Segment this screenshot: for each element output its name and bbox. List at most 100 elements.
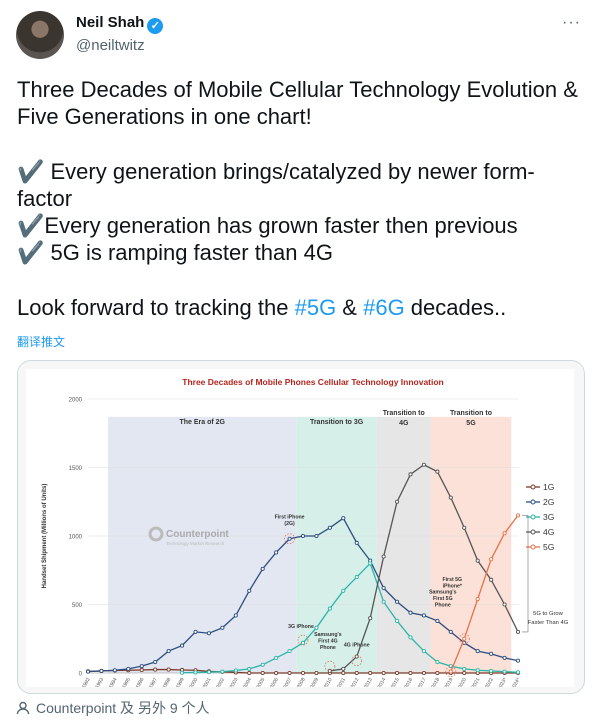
avatar[interactable] <box>16 11 64 59</box>
annotation-label: 4G iPhone <box>344 643 370 649</box>
x-tick-label: 2019 <box>444 677 455 687</box>
x-tick-label: 2010 <box>323 677 334 687</box>
data-point <box>314 533 319 539</box>
legend-marker <box>530 484 536 490</box>
x-tick-label: 1997 <box>148 677 159 687</box>
era-band-2 <box>296 416 377 673</box>
data-point <box>247 670 252 676</box>
user-handle[interactable]: @neiltwitz <box>76 37 145 54</box>
data-point <box>489 651 494 656</box>
data-point <box>368 616 373 621</box>
era-label: Transition to <box>450 410 492 417</box>
x-tick-label: 2012 <box>350 677 361 687</box>
y-tick-label: 500 <box>72 603 83 609</box>
data-point <box>260 670 265 676</box>
data-point <box>354 670 359 676</box>
data-point <box>515 658 521 663</box>
era-label: 5G <box>466 420 476 427</box>
data-point <box>462 525 467 530</box>
hashtag-5g[interactable]: #5G <box>294 295 337 320</box>
data-point <box>408 670 413 676</box>
x-tick-label: 2014 <box>377 677 388 687</box>
annotation-label: First iPhone <box>275 515 305 521</box>
y-tick-label: 2000 <box>69 398 83 404</box>
tweet-image-card[interactable]: Three Decades of Mobile Phones Cellular … <box>17 360 585 694</box>
data-point <box>475 668 480 673</box>
annotation-label: Faster Than 4G <box>528 620 569 626</box>
annotation-label: First 5G <box>433 596 453 602</box>
annotation-label: (2G) <box>284 521 295 527</box>
x-tick-label: 2018 <box>430 677 441 687</box>
tweet-line: ✔️ 5G is ramping faster than 4G <box>17 240 333 265</box>
data-point <box>502 602 507 607</box>
data-point <box>247 588 252 593</box>
data-point <box>475 649 480 654</box>
era-label: Transition to <box>383 410 425 417</box>
data-point <box>126 666 131 671</box>
era-label: 4G <box>399 420 409 427</box>
data-point <box>341 516 346 521</box>
liked-by-text[interactable]: Counterpoint 及 另外 9 个人 <box>36 700 210 716</box>
legend-marker <box>530 499 536 505</box>
data-point <box>421 670 426 676</box>
annotation-label: Phone <box>435 603 451 609</box>
bracket-line <box>522 515 529 633</box>
data-point <box>112 668 117 673</box>
tweet-line: Look forward to tracking the #5G & #6G d… <box>17 294 587 321</box>
data-point <box>139 667 144 673</box>
tweet-text-segment: & <box>336 295 364 320</box>
annotation-label: Phone <box>320 645 336 651</box>
data-point <box>274 655 279 660</box>
tweet-line: ✔️ Every generation brings/catalyzed by … <box>17 159 535 211</box>
hashtag-6g[interactable]: #6G <box>363 295 405 320</box>
data-point <box>193 629 198 634</box>
data-point <box>139 664 144 669</box>
data-point <box>85 669 91 674</box>
data-point <box>327 606 332 611</box>
display-name[interactable]: Neil Shah ✓ <box>76 14 164 34</box>
data-point <box>368 561 373 566</box>
data-point <box>260 566 265 571</box>
display-name-text[interactable]: Neil Shah <box>76 14 145 31</box>
data-point <box>260 662 265 667</box>
data-point <box>314 625 319 630</box>
shipment-chart: Three Decades of Mobile Phones Cellular … <box>42 377 569 687</box>
legend-label: 1G <box>543 482 554 492</box>
data-point <box>180 643 185 648</box>
y-tick-label: 0 <box>79 672 83 678</box>
series-line-3g <box>182 562 519 674</box>
x-tick-label: 1995 <box>121 677 132 687</box>
x-tick-label: 1993 <box>94 677 105 687</box>
liked-by[interactable]: Counterpoint 及 另外 9 个人 <box>16 698 210 718</box>
x-tick-label: 2001 <box>202 677 213 687</box>
legend-marker <box>530 529 536 535</box>
x-tick-label: 1998 <box>162 677 173 687</box>
legend-label: 2G <box>543 497 554 507</box>
translate-tweet-link[interactable]: 翻译推文 <box>17 335 66 349</box>
annotation-marker <box>351 655 363 667</box>
x-tick-label: 2021 <box>471 677 482 687</box>
data-point <box>300 640 306 645</box>
more-options-icon[interactable]: ··· <box>562 14 581 31</box>
x-tick-label: 2002 <box>215 677 226 687</box>
annotation-label: Samsung's <box>314 632 342 638</box>
annotation-marker <box>324 660 336 672</box>
y-tick-label: 1000 <box>69 535 83 541</box>
x-tick-label: 2023* <box>497 677 509 687</box>
data-point <box>462 636 467 641</box>
x-tick-label: 2024* <box>510 677 522 687</box>
data-point <box>489 577 494 582</box>
era-band-1 <box>108 416 297 673</box>
data-point <box>421 462 426 467</box>
x-tick-label: 2017 <box>417 677 428 687</box>
x-tick-label: 2008 <box>296 677 307 687</box>
data-point <box>274 550 279 555</box>
annotation-label: 3G iPhone <box>288 624 314 630</box>
data-point <box>180 670 185 675</box>
data-point <box>341 666 346 671</box>
watermark-text: Counterpoint <box>166 529 229 540</box>
data-point <box>502 655 507 660</box>
x-tick-label: 2005 <box>256 677 267 687</box>
data-point <box>247 666 252 671</box>
era-label: Transition to 3G <box>310 419 364 426</box>
